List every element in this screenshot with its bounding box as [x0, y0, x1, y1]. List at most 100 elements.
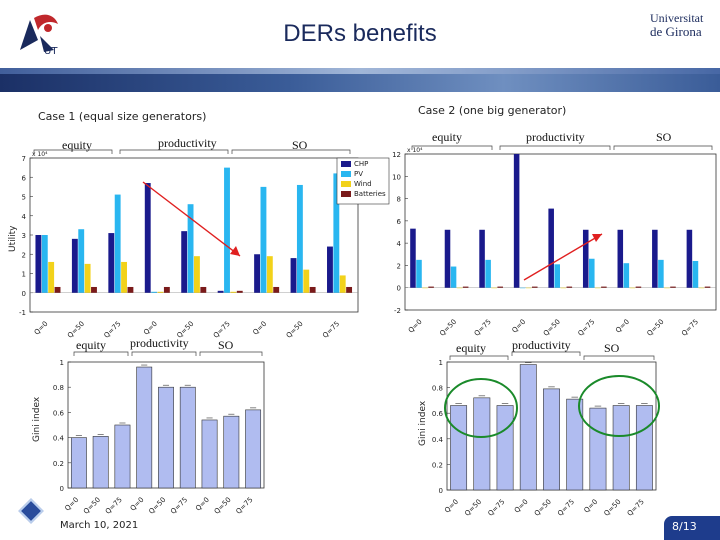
case1-gini-xtick-label: Q=0 — [63, 496, 80, 513]
case1-utility-bar — [127, 286, 134, 293]
girona-logo: Universitat de Girona — [650, 12, 720, 56]
case1-gini-ytick-label: 0.4 — [53, 435, 65, 443]
case1-utility-bar — [339, 275, 346, 293]
case1-utility-bar — [48, 261, 55, 293]
case1-utility-bar — [108, 233, 115, 293]
case2-utility-xtick-label: Q=0 — [407, 318, 424, 335]
case2-gini-xtick-label: Q=0 — [443, 498, 460, 515]
case1-utility-bar — [84, 263, 91, 293]
case1-gini-bar — [158, 386, 174, 489]
case2-utility-bar — [416, 259, 422, 288]
case2-utility-bar — [704, 286, 711, 288]
case1-gini-ytick-label: 0.8 — [53, 384, 64, 392]
case2-utility-legend-label: PV — [354, 170, 363, 178]
case2-utility-xtick-label: Q=0 — [510, 318, 527, 335]
case1-gini-xtick-label: Q=0 — [194, 496, 211, 513]
case1-utility-bar — [71, 238, 78, 293]
case2-utility-bar — [566, 286, 573, 288]
case2-utility-ytick-label: 0 — [397, 285, 401, 293]
case2-utility-bar — [462, 286, 469, 288]
case1-utility-xtick-label: Q=50 — [285, 320, 305, 340]
case2-utility-bar — [589, 258, 595, 288]
case1-utility-ytick-label: 3 — [22, 232, 26, 240]
case2-utility-bar — [658, 259, 664, 288]
case1-utility-bar — [157, 291, 164, 293]
case1-gini-xtick-label: Q=75 — [104, 496, 124, 516]
case2-gini-ytick-label: 0.6 — [432, 410, 444, 418]
case1-utility-ytick-label: 1 — [22, 271, 26, 279]
case1-gini-xtick-label: Q=75 — [169, 496, 189, 516]
case2-gini-so-label: SO — [604, 341, 620, 355]
case2-utility-bar — [444, 229, 451, 288]
group-bracket — [613, 145, 713, 150]
case1-gini-bar — [201, 419, 218, 489]
group-bracket — [231, 149, 351, 154]
case1-productivity-label: productivity — [158, 136, 217, 150]
case2-utility-xtick-label: Q=50 — [542, 318, 562, 338]
case2-utility-legend-swatch — [341, 161, 351, 167]
case2-gini-ytick-label: 0 — [439, 487, 443, 495]
case1-utility-ytick-label: 5 — [22, 194, 26, 202]
logo-line-1: Universitat — [650, 11, 704, 25]
case2-utility-xtick-label: Q=75 — [680, 318, 700, 338]
group-bracket — [119, 149, 229, 154]
page-badge — [664, 516, 720, 540]
case2-equity-label: equity — [432, 130, 462, 144]
group-bracket — [583, 355, 655, 360]
case1-utility-bar — [151, 291, 158, 293]
case2-gini-xtick-label: Q=75 — [626, 498, 646, 518]
case2-gini-bar — [450, 405, 468, 491]
case1-arrow-head — [230, 246, 240, 256]
case2-utility-legend-label: CHP — [354, 160, 368, 168]
case1-gini-xtick-label: Q=50 — [213, 496, 233, 516]
case2-utility-bar — [692, 260, 699, 288]
case2-utility-bar — [652, 229, 658, 288]
case2-utility-bar — [664, 287, 670, 289]
case2-gini-productivity-label: productivity — [512, 338, 571, 352]
case1-gini-ytick-label: 0 — [60, 485, 64, 493]
case1-utility-bar — [230, 291, 237, 293]
case2-gini-bar — [635, 405, 653, 491]
case1-utility-bar — [144, 183, 151, 293]
group-bracket — [511, 351, 581, 356]
case1-utility-bar — [121, 261, 127, 293]
case2-utility-ytick-label: 4 — [397, 240, 402, 248]
case1-utility-bar — [224, 167, 230, 293]
case2-gini-ytick-label: 0.4 — [432, 436, 444, 444]
case2-gini-xtick-label: Q=75 — [486, 498, 506, 518]
case1-utility-bar — [54, 286, 61, 293]
case1-utility-ytick-label: 0 — [22, 290, 26, 298]
group-bracket — [449, 355, 509, 360]
case2-gini-xtick-label: Q=75 — [556, 498, 576, 518]
case1-label: Case 1 (equal size generators) — [38, 110, 207, 123]
case2-utility-legend-swatch — [341, 171, 351, 177]
case1-gini-xtick-label: Q=75 — [235, 496, 255, 516]
case2-utility-bar — [491, 287, 497, 289]
case1-trend-arrow — [142, 181, 241, 257]
university-logo-icon: UT — [20, 14, 58, 57]
case1-utility-bar — [296, 184, 303, 293]
case2-utility-bar — [456, 287, 463, 289]
case1-gini-equity-label: equity — [76, 338, 106, 352]
case1-gini-xtick-label: Q=50 — [147, 496, 167, 516]
case2-utility-bar — [428, 286, 434, 288]
case2-gini-bar — [519, 364, 537, 491]
case2-utility-ytick-label: 2 — [397, 262, 401, 270]
footer-date: March 10, 2021 — [60, 520, 139, 531]
case1-utility-bar — [303, 269, 310, 293]
case2-utility-bar — [698, 287, 705, 289]
case2-utility-legend-swatch — [341, 191, 351, 197]
logo-line-2: de Girona — [650, 24, 702, 39]
case1-utility-xtick-label: Q=0 — [142, 320, 159, 337]
case2-utility-ytick-label: 10 — [392, 173, 401, 181]
case1-utility-xtick-label: Q=75 — [103, 320, 123, 340]
case2-utility-bar — [635, 286, 642, 288]
case1-utility-bar — [114, 194, 121, 293]
case1-gini-bar — [136, 366, 153, 489]
case2-utility-xtick-label: Q=0 — [614, 318, 631, 335]
case2-utility-xtick-label: Q=50 — [438, 318, 458, 338]
case1-gini-ytick-label: 1 — [60, 359, 64, 367]
case2-utility-bar — [410, 228, 416, 288]
case2-gini-ytick-label: 0.8 — [432, 385, 443, 393]
case2-utility-ytick-label: 12 — [392, 151, 401, 159]
